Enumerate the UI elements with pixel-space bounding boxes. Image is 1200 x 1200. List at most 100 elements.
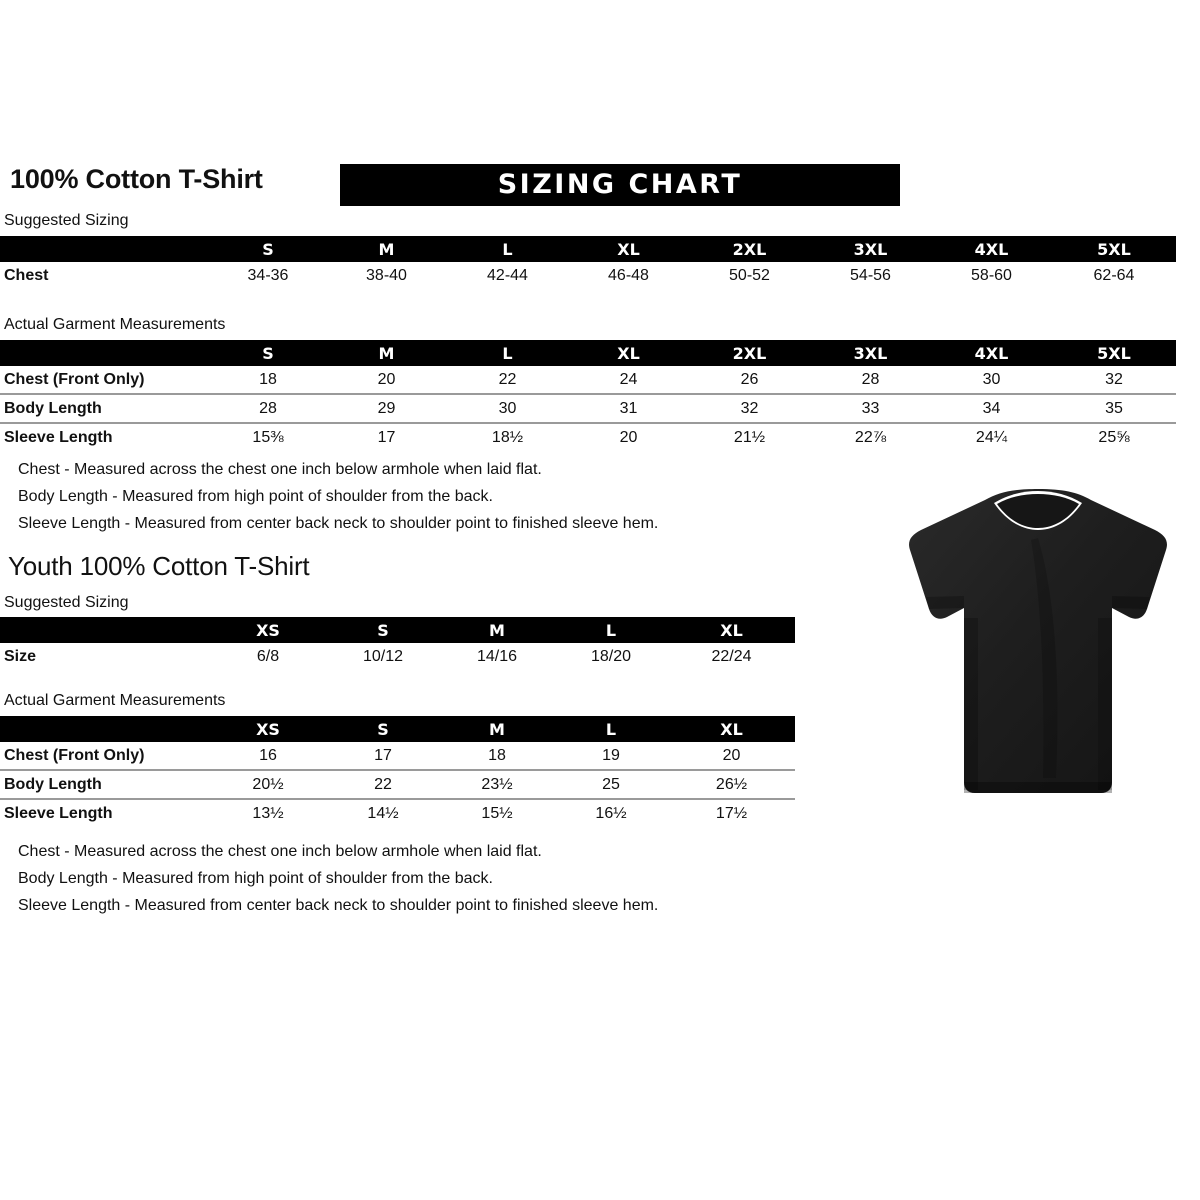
cell-bodylength-m: 23½ — [440, 770, 554, 800]
cell-chestfront-l: 22 — [447, 366, 568, 395]
youth-measurement-notes: Chest - Measured across the chest one in… — [18, 843, 658, 924]
cell-sleevelength-l: 16½ — [554, 799, 668, 827]
adult-suggested-sizing-label: Suggested Sizing — [4, 212, 129, 229]
column-header-s: S — [377, 620, 389, 640]
cell-chest-3xl: 54-56 — [810, 262, 931, 289]
cell-bodylength-s: 22 — [326, 770, 440, 800]
cell-sleevelength-4xl: 24¼ — [931, 423, 1052, 451]
column-header-xs: XS — [256, 620, 280, 640]
column-header-xl: XL — [617, 343, 640, 363]
cell-sleevelength-5xl: 25⅝ — [1052, 423, 1176, 451]
cell-chestfront-4xl: 30 — [931, 366, 1052, 395]
black-tshirt-photo — [893, 478, 1183, 808]
column-header-s: S — [262, 343, 274, 363]
cell-chest-2xl: 50-52 — [689, 262, 810, 289]
column-header-m: M — [378, 239, 395, 259]
cell-chestfront-s: 17 — [326, 742, 440, 771]
cell-chest-xl: 46-48 — [568, 262, 689, 289]
table-row: Chest (Front Only) 16 17 18 19 20 — [0, 742, 795, 771]
cell-sleevelength-m: 17 — [326, 423, 447, 451]
table-row: Body Length 28 29 30 31 32 33 34 35 — [0, 394, 1176, 424]
row-label-chest-front-only: Chest (Front Only) — [0, 366, 210, 395]
row-label-chest: Chest — [0, 262, 210, 289]
table-row: Size 6/8 10/12 14/16 18/20 22/24 — [0, 643, 795, 670]
cell-sleevelength-3xl: 22⅞ — [810, 423, 931, 451]
cell-chestfront-xs: 16 — [210, 742, 326, 771]
cell-chest-l: 42-44 — [447, 262, 568, 289]
youth-suggested-sizing-label: Suggested Sizing — [4, 594, 129, 611]
column-header-m: M — [489, 719, 505, 739]
row-label-chest-front-only: Chest (Front Only) — [0, 742, 210, 771]
cell-chestfront-3xl: 28 — [810, 366, 931, 395]
cell-bodylength-5xl: 35 — [1052, 394, 1176, 424]
column-header-2xl: 2XL — [732, 239, 767, 259]
column-header-l: L — [502, 239, 513, 259]
column-header-3xl: 3XL — [853, 343, 888, 363]
cell-size-xl: 22/24 — [668, 643, 795, 670]
row-label-sleeve-length: Sleeve Length — [0, 799, 210, 827]
cell-chest-m: 38-40 — [326, 262, 447, 289]
cell-chestfront-xl: 20 — [668, 742, 795, 771]
cell-sleevelength-2xl: 21½ — [689, 423, 810, 451]
note-sleeve-length: Sleeve Length - Measured from center bac… — [18, 897, 659, 914]
column-header-xl: XL — [617, 239, 640, 259]
cell-bodylength-s: 28 — [210, 394, 326, 424]
cell-chest-4xl: 58-60 — [931, 262, 1052, 289]
cell-size-m: 14/16 — [440, 643, 554, 670]
youth-actual-measurements-label: Actual Garment Measurements — [4, 692, 226, 709]
column-header-xs: XS — [256, 719, 280, 739]
cell-chestfront-m: 18 — [440, 742, 554, 771]
table-row: Chest (Front Only) 18 20 22 24 26 28 30 … — [0, 366, 1176, 395]
cell-chestfront-s: 18 — [210, 366, 326, 395]
cell-chest-s: 34-36 — [210, 262, 326, 289]
column-header-m: M — [378, 343, 395, 363]
cell-bodylength-xl: 31 — [568, 394, 689, 424]
table-header-row: XS S M L XL — [0, 716, 795, 742]
row-label-size: Size — [0, 643, 210, 670]
cell-sleevelength-s: 14½ — [326, 799, 440, 827]
note-chest: Chest - Measured across the chest one in… — [18, 843, 542, 860]
cell-sleevelength-m: 15½ — [440, 799, 554, 827]
cell-chestfront-l: 19 — [554, 742, 668, 771]
column-header-m: M — [489, 620, 505, 640]
column-header-s: S — [377, 719, 389, 739]
column-header-5xl: 5XL — [1097, 239, 1131, 259]
column-header-s: S — [262, 239, 274, 259]
column-header-4xl: 4XL — [974, 239, 1009, 259]
table-row: Chest 34-36 38-40 42-44 46-48 50-52 54-5… — [0, 262, 1176, 289]
tshirt-icon — [909, 489, 1167, 793]
column-header-l: L — [502, 343, 513, 363]
adult-measurement-notes: Chest - Measured across the chest one in… — [18, 461, 658, 542]
adult-suggested-sizing-table: S M L XL 2XL 3XL 4XL 5XL Chest 34-36 38-… — [0, 236, 1176, 289]
row-label-body-length: Body Length — [0, 394, 210, 424]
cell-chestfront-2xl: 26 — [689, 366, 810, 395]
cell-chestfront-m: 20 — [326, 366, 447, 395]
page-title: 100% Cotton T-Shirt — [10, 164, 263, 194]
table-header-row: XS S M L XL — [0, 617, 795, 643]
note-body-length: Body Length - Measured from high point o… — [18, 870, 493, 887]
column-header-3xl: 3XL — [853, 239, 888, 259]
cell-chestfront-xl: 24 — [568, 366, 689, 395]
table-header-row: S M L XL 2XL 3XL 4XL 5XL — [0, 236, 1176, 262]
column-header-2xl: 2XL — [732, 343, 767, 363]
note-chest: Chest - Measured across the chest one in… — [18, 461, 542, 478]
cell-chest-5xl: 62-64 — [1052, 262, 1176, 289]
column-header-l: L — [605, 719, 617, 739]
cell-size-s: 10/12 — [326, 643, 440, 670]
adult-actual-measurements-label: Actual Garment Measurements — [4, 316, 226, 333]
cell-size-xs: 6/8 — [210, 643, 326, 670]
column-header-rowlabel — [0, 340, 210, 366]
chart-header: 100% Cotton T-Shirt SIZING CHART — [0, 164, 1200, 208]
sizing-chart-banner: SIZING CHART — [340, 164, 900, 206]
note-body-length: Body Length - Measured from high point o… — [18, 488, 493, 505]
table-row: Body Length 20½ 22 23½ 25 26½ — [0, 770, 795, 800]
adult-actual-measurements-table: S M L XL 2XL 3XL 4XL 5XL Chest (Front On… — [0, 340, 1176, 451]
cell-bodylength-3xl: 33 — [810, 394, 931, 424]
cell-sleevelength-s: 15⅜ — [210, 423, 326, 451]
banner-title: SIZING CHART — [497, 169, 743, 200]
column-header-l: L — [605, 620, 617, 640]
note-sleeve-length: Sleeve Length - Measured from center bac… — [18, 515, 659, 532]
cell-bodylength-l: 25 — [554, 770, 668, 800]
cell-sleevelength-xl: 17½ — [668, 799, 795, 827]
